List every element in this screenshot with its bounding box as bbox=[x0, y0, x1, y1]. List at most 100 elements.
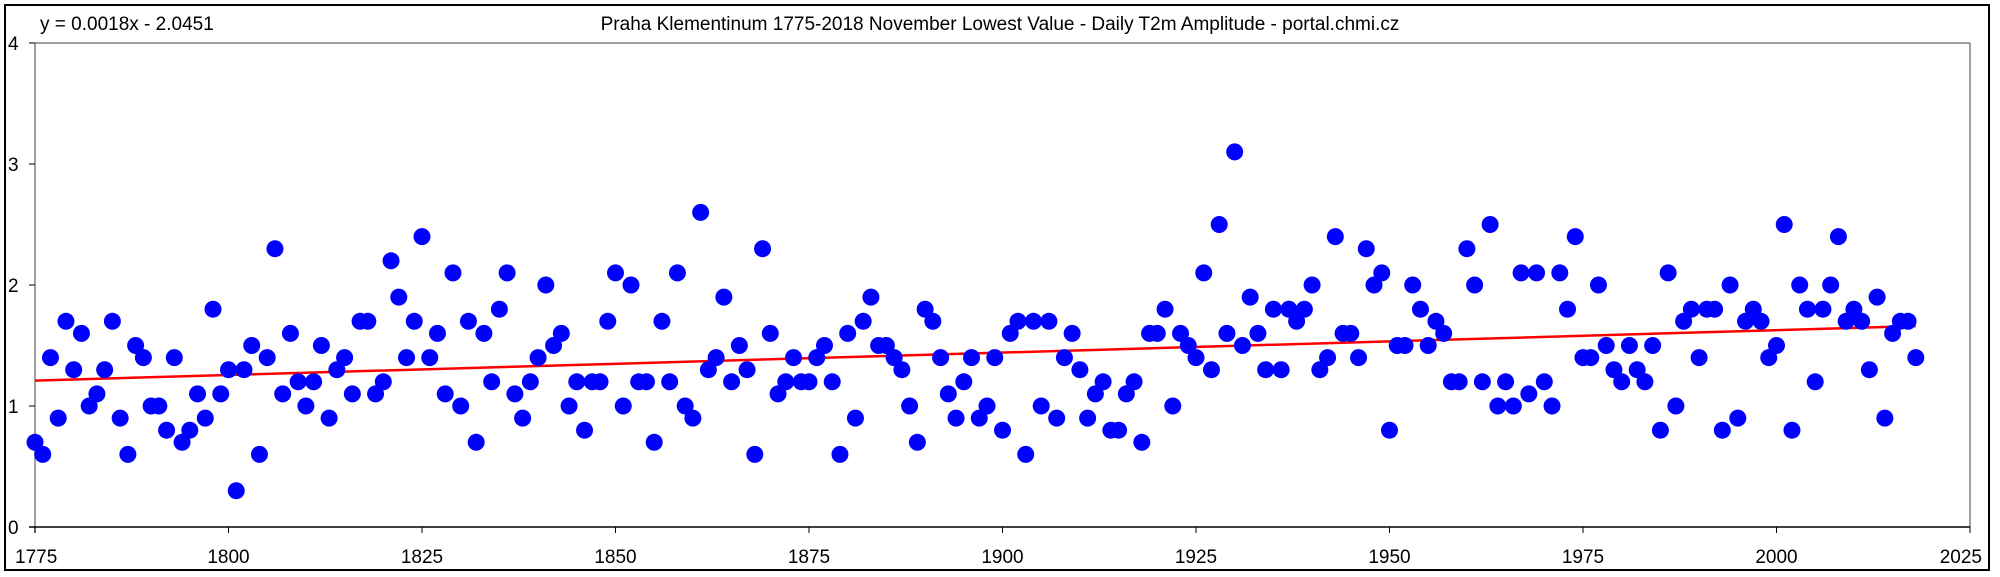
data-point bbox=[428, 324, 446, 342]
data-point bbox=[1713, 421, 1731, 439]
data-point bbox=[96, 361, 114, 379]
data-point bbox=[165, 349, 183, 367]
data-point bbox=[738, 361, 756, 379]
data-point bbox=[1264, 300, 1282, 318]
data-point bbox=[1589, 276, 1607, 294]
data-point bbox=[761, 324, 779, 342]
data-point bbox=[599, 312, 617, 330]
data-point bbox=[854, 312, 872, 330]
data-point bbox=[831, 445, 849, 463]
data-point bbox=[1791, 276, 1809, 294]
data-point bbox=[916, 300, 934, 318]
x-tick-label: 1850 bbox=[594, 547, 636, 568]
data-point bbox=[127, 337, 145, 354]
data-point bbox=[467, 433, 485, 451]
data-point bbox=[181, 421, 199, 439]
y-tick-label: 1 bbox=[8, 397, 19, 418]
x-tick-label: 1925 bbox=[1175, 547, 1217, 568]
data-point bbox=[932, 349, 950, 367]
data-point bbox=[1396, 337, 1414, 354]
data-point bbox=[537, 276, 555, 294]
data-point bbox=[1458, 240, 1476, 258]
data-point bbox=[676, 397, 694, 415]
data-point bbox=[1226, 143, 1244, 161]
data-point bbox=[1071, 361, 1089, 379]
data-point bbox=[444, 264, 462, 282]
data-point bbox=[382, 252, 400, 270]
data-point bbox=[846, 409, 864, 427]
data-point bbox=[103, 312, 121, 330]
data-point bbox=[289, 373, 307, 391]
data-point bbox=[343, 385, 361, 403]
data-point bbox=[607, 264, 624, 282]
data-point bbox=[1202, 361, 1220, 379]
data-point bbox=[1806, 373, 1824, 391]
data-point bbox=[34, 445, 52, 463]
data-point bbox=[398, 349, 416, 367]
data-point bbox=[1094, 373, 1112, 391]
data-point bbox=[970, 409, 988, 427]
data-point bbox=[1009, 312, 1027, 330]
x-axis-ticks: 1775 1800 1825 1850 1875 1900 1925 1950 1975 2000… bbox=[15, 527, 1982, 568]
data-point bbox=[1110, 421, 1128, 439]
data-point bbox=[1528, 264, 1546, 282]
data-point bbox=[529, 349, 547, 367]
data-point bbox=[645, 433, 663, 451]
data-point bbox=[1651, 421, 1669, 439]
data-point bbox=[1086, 385, 1104, 403]
data-point bbox=[908, 433, 926, 451]
data-point bbox=[312, 337, 330, 354]
data-point bbox=[235, 361, 253, 379]
data-point bbox=[723, 373, 741, 391]
data-point bbox=[65, 361, 83, 379]
data-point bbox=[212, 385, 230, 403]
data-point bbox=[57, 312, 75, 330]
data-point bbox=[1419, 337, 1437, 354]
data-point bbox=[1172, 324, 1190, 342]
data-point bbox=[421, 349, 439, 367]
data-point bbox=[862, 288, 880, 306]
y-axis-ticks: 0 1 2 3 4 bbox=[8, 34, 35, 539]
data-point bbox=[986, 349, 1004, 367]
data-point bbox=[1783, 421, 1801, 439]
data-point bbox=[134, 349, 152, 367]
data-point bbox=[1690, 349, 1708, 367]
data-point bbox=[1404, 276, 1422, 294]
data-point bbox=[839, 324, 857, 342]
data-point bbox=[560, 397, 578, 415]
data-point bbox=[715, 288, 733, 306]
data-point bbox=[777, 373, 795, 391]
data-point bbox=[885, 349, 903, 367]
data-point bbox=[545, 337, 563, 354]
data-point bbox=[498, 264, 516, 282]
data-point bbox=[1853, 312, 1871, 330]
data-point bbox=[1373, 264, 1391, 282]
data-point bbox=[220, 361, 237, 379]
data-point bbox=[978, 397, 996, 415]
data-point bbox=[614, 397, 632, 415]
data-point bbox=[483, 373, 501, 391]
data-point bbox=[1311, 361, 1329, 379]
data-point bbox=[1481, 216, 1499, 233]
data-point bbox=[1845, 300, 1863, 318]
data-point bbox=[808, 349, 826, 367]
data-point bbox=[1063, 324, 1081, 342]
data-point bbox=[769, 385, 787, 403]
data-point bbox=[1249, 324, 1267, 342]
data-point bbox=[1551, 264, 1569, 282]
data-point bbox=[359, 312, 377, 330]
data-point bbox=[72, 324, 90, 342]
x-tick-label: 1975 bbox=[1562, 547, 1604, 568]
data-point bbox=[305, 373, 323, 391]
data-point bbox=[150, 397, 168, 415]
data-point bbox=[591, 373, 609, 391]
data-point bbox=[1357, 240, 1375, 258]
x-tick-label: 1900 bbox=[981, 547, 1023, 568]
data-points bbox=[26, 143, 1925, 500]
data-point bbox=[1860, 361, 1878, 379]
data-point bbox=[1775, 216, 1793, 233]
data-point bbox=[196, 409, 214, 427]
data-point bbox=[1489, 397, 1507, 415]
data-point bbox=[1868, 288, 1886, 306]
data-point bbox=[1048, 409, 1066, 427]
